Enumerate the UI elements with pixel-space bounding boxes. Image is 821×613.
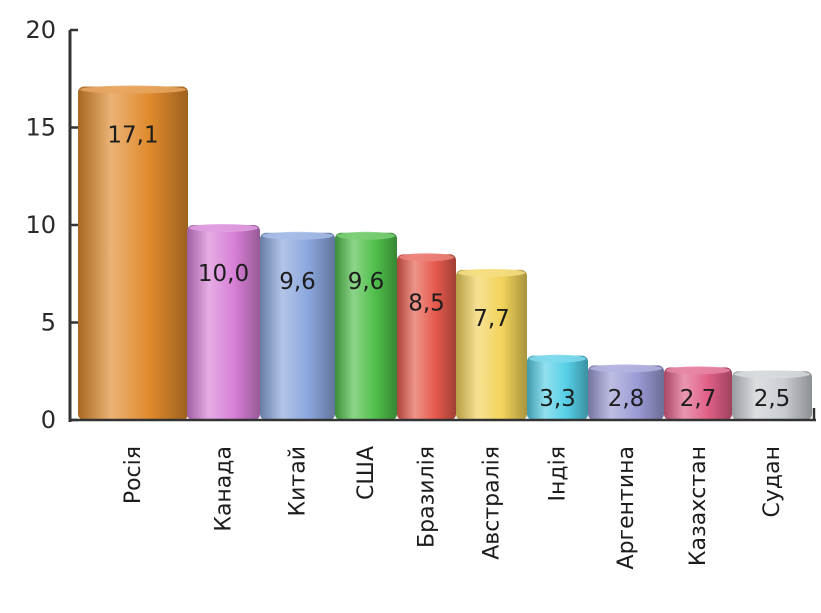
bar-top-cap [590, 364, 662, 373]
bar [260, 232, 335, 420]
bar-top-cap [458, 268, 525, 277]
bar-top-cap [262, 231, 333, 240]
data-label: 9,6 [279, 269, 316, 295]
data-label: 3,3 [539, 386, 576, 412]
x-axis-labels: Росія Канада Китай США Бразилія Австралія Інді… [121, 446, 785, 569]
y-tick-label: 10 [25, 211, 56, 239]
data-label: 2,8 [608, 386, 645, 412]
bar [187, 225, 260, 420]
bar-top-cap [189, 224, 258, 232]
category-label: Індія [546, 446, 571, 501]
bar [456, 269, 527, 420]
category-label: Бразилія [415, 446, 440, 548]
bar [664, 367, 732, 420]
category-label: США [354, 446, 379, 500]
category-label: Австралія [480, 446, 505, 560]
bar-top-cap [399, 253, 454, 262]
y-tick-label: 5 [41, 309, 56, 337]
category-label: Судан [760, 446, 785, 517]
bar-top-cap [734, 370, 810, 379]
bar [78, 86, 188, 421]
data-label: 2,5 [754, 386, 791, 412]
bar [527, 355, 588, 420]
data-label: 2,7 [680, 386, 717, 412]
data-label: 9,6 [348, 269, 385, 295]
y-tick-label: 20 [25, 16, 56, 44]
y-tick-label: 15 [25, 114, 56, 142]
data-label: 10,0 [198, 261, 249, 287]
bar-top-cap [666, 366, 730, 375]
bar [732, 371, 812, 420]
category-label: Китай [286, 446, 311, 517]
bar-top-cap [80, 85, 186, 94]
bar [335, 232, 397, 420]
category-label: Казахстан [686, 446, 711, 566]
bar-top-cap [337, 231, 395, 240]
y-axis: 0 5 10 15 20 [25, 16, 816, 434]
y-tick-label: 0 [41, 406, 56, 434]
bar [588, 365, 664, 420]
data-label: 8,5 [408, 290, 445, 316]
category-label: Росія [121, 446, 146, 504]
bars-layer [78, 85, 812, 421]
data-label: 17,1 [107, 123, 158, 149]
category-label: Аргентина [614, 446, 639, 569]
data-labels: 17,1 10,0 9,6 9,6 8,5 7,7 3,3 2,8 2,7 2,5 [107, 123, 790, 412]
bar [397, 254, 456, 420]
data-label: 7,7 [473, 306, 510, 332]
category-label: Канада [212, 446, 237, 532]
bar-top-cap [529, 354, 586, 363]
